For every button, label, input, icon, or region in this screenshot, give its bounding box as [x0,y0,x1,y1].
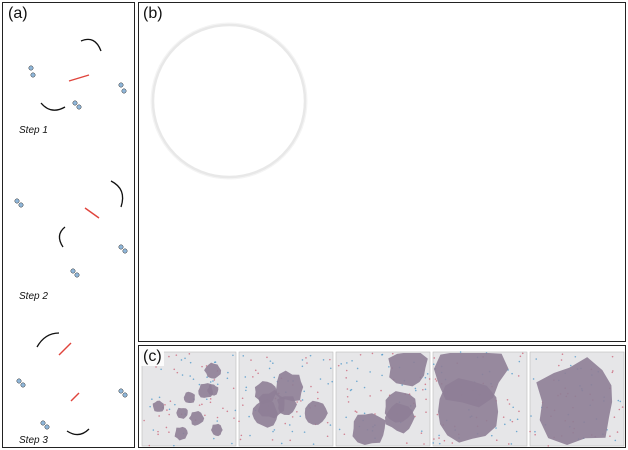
crystal-cluster [188,411,205,426]
crystal-cluster [352,413,386,445]
patch-dot [40,420,46,426]
patch-dot [70,268,76,274]
bond-arrow [68,74,90,82]
rotation-arrow [40,102,66,111]
crystal-cluster [536,357,613,445]
assembly-steps-illustration [14,38,128,436]
patch-dot [30,72,36,78]
zoom-region-outline [419,71,499,171]
crystal-cluster [385,402,415,434]
magnified-lattice [153,25,305,177]
lattice-simulation-image [139,3,625,341]
crystal-cluster [152,400,165,412]
step-1-label: Step 1 [19,125,48,136]
panel-a: (a) Step 1 Step 2 Step 3 [2,2,135,448]
patch-dot [72,100,78,106]
rotation-arrow [58,226,66,248]
step-3-label: Step 3 [19,435,48,446]
panel-c: (c) [138,345,626,448]
patch-dot [122,392,128,398]
panel-b: (b) [138,2,626,342]
patch-dot [28,65,34,71]
crystal-cluster [198,383,213,398]
rotation-arrow [66,428,90,436]
snapshot-frame [141,351,237,447]
step-2-label: Step 2 [19,291,48,302]
patch-dot [14,198,20,204]
crystal-cluster [388,353,428,387]
snapshot-frame [335,351,431,447]
crystal-cluster [275,370,304,402]
patch-dot [20,382,26,388]
bond-arrow [58,342,72,356]
panel-c-label: (c) [141,348,164,366]
patch-dot [74,272,80,278]
snapshot-frame [238,351,334,447]
patch-dot [76,104,82,110]
patch-dot [121,88,127,94]
snapshot-frame [529,351,625,447]
crystal-cluster [176,407,188,419]
crystal-cluster [183,391,195,403]
patch-dot [118,388,124,394]
crystal-cluster [174,426,188,441]
patch-dot [118,244,124,250]
crystal-cluster [304,400,328,425]
magnifier-rim [151,23,307,179]
panel-a-label: (a) [6,5,30,23]
patch-dot [44,424,50,430]
rotation-arrow [110,180,124,208]
zoom-connector-lines [288,48,458,170]
crystal-cluster [257,389,285,419]
snapshot-frame [432,351,528,447]
rotation-arrow [80,38,102,52]
rotation-arrow [36,332,60,348]
bond-arrow [70,392,80,402]
patch-dot [16,378,22,384]
crystal-cluster [211,423,223,437]
cluster-growth-snapshots [141,351,625,447]
patch-dot [118,82,124,88]
crystal-cluster [204,362,222,379]
crystal-cluster [438,378,499,443]
patch-dot [122,248,128,254]
patch-dot [18,202,24,208]
bond-arrow [84,207,100,219]
panel-b-label: (b) [141,5,165,23]
